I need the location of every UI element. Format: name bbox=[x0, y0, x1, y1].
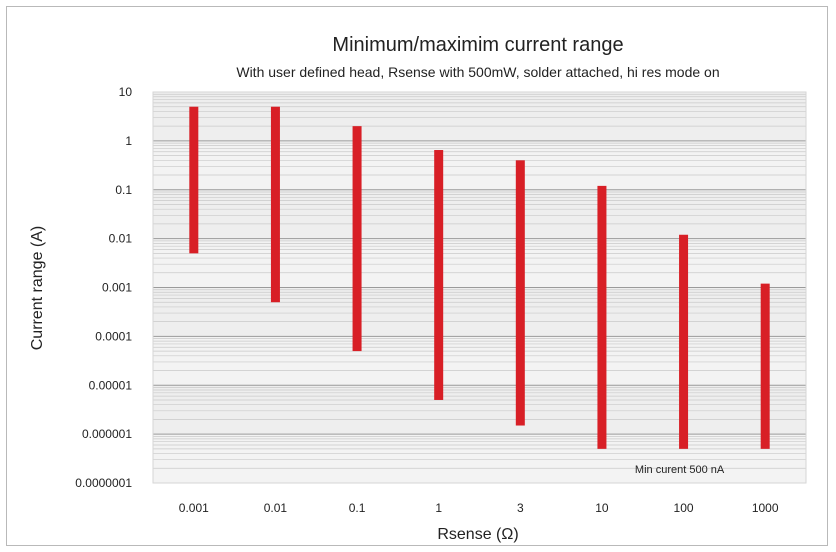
chart-title: Minimum/maximim current range bbox=[332, 34, 623, 56]
range-bar bbox=[515, 160, 525, 426]
decade-band bbox=[153, 189, 806, 239]
grid-lines bbox=[152, 91, 807, 484]
range-bar bbox=[270, 106, 280, 303]
y-tick-label: 0.0000001 bbox=[75, 476, 132, 490]
x-tick-label: 1 bbox=[435, 501, 442, 515]
range-bar bbox=[679, 234, 689, 449]
x-tick-label: 10 bbox=[595, 501, 609, 515]
annotation-label: Min curent 500 nA bbox=[635, 464, 725, 476]
decade-band bbox=[153, 434, 806, 483]
x-tick-label: 0.1 bbox=[349, 501, 366, 515]
bar-layer bbox=[189, 106, 770, 449]
range-bar bbox=[189, 106, 199, 254]
decade-band bbox=[153, 238, 806, 288]
x-axis-label: Rsense (Ω) bbox=[437, 526, 518, 543]
range-bar bbox=[352, 126, 362, 352]
chart-subtitle: With user defined head, Rsense with 500m… bbox=[236, 64, 719, 80]
tick-layer: 10 1 0.1 0.01 0.001 0.0001 0.00001 0.000001 0.00… bbox=[75, 85, 779, 515]
range-bar bbox=[434, 150, 444, 400]
plot-frame bbox=[152, 91, 807, 484]
range-bar bbox=[597, 185, 607, 449]
decade-band bbox=[153, 336, 806, 386]
x-tick-label: 0.001 bbox=[179, 501, 209, 515]
decade-band bbox=[153, 140, 806, 190]
y-tick-label: 0.000001 bbox=[82, 427, 132, 441]
x-tick-label: 1000 bbox=[752, 501, 779, 515]
y-tick-label: 1 bbox=[125, 134, 132, 148]
x-tick-label: 3 bbox=[517, 501, 524, 515]
decade-band bbox=[153, 287, 806, 337]
y-tick-label: 0.01 bbox=[109, 232, 133, 246]
y-tick-label: 0.1 bbox=[115, 183, 132, 197]
decade-band bbox=[153, 92, 806, 141]
x-tick-label: 0.01 bbox=[264, 501, 288, 515]
range-bar bbox=[760, 283, 770, 449]
y-tick-label: 0.00001 bbox=[89, 378, 133, 392]
y-tick-label: 0.001 bbox=[102, 281, 132, 295]
decade-band bbox=[153, 385, 806, 435]
x-tick-label: 100 bbox=[674, 501, 694, 515]
y-axis-label: Current range (A) bbox=[29, 226, 46, 351]
y-tick-label: 10 bbox=[119, 85, 133, 99]
y-tick-label: 0.0001 bbox=[95, 329, 132, 343]
